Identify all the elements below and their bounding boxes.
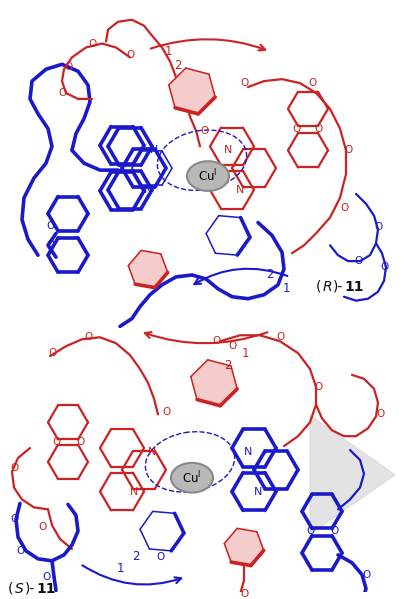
Text: N: N	[244, 447, 252, 457]
Text: N: N	[224, 146, 232, 155]
Text: O: O	[58, 88, 66, 98]
Text: 11: 11	[344, 280, 364, 294]
Text: O: O	[306, 526, 314, 536]
Text: O: O	[10, 463, 18, 473]
Text: O: O	[330, 526, 338, 536]
Text: O: O	[374, 222, 382, 232]
Text: N: N	[130, 486, 138, 497]
Text: $R$: $R$	[322, 280, 332, 294]
Text: N: N	[236, 185, 244, 195]
Text: O: O	[88, 38, 96, 49]
Polygon shape	[191, 360, 237, 406]
Text: O: O	[156, 552, 164, 562]
Text: 1: 1	[116, 562, 124, 575]
Text: N: N	[254, 486, 262, 497]
Text: O: O	[64, 62, 72, 72]
Text: 11: 11	[36, 582, 56, 595]
Text: O: O	[276, 332, 284, 342]
Text: O: O	[362, 570, 370, 580]
Text: 1: 1	[282, 282, 290, 295]
Text: 1: 1	[164, 45, 172, 58]
Text: 2: 2	[266, 268, 274, 282]
FancyArrowPatch shape	[151, 40, 265, 50]
Text: O: O	[376, 410, 384, 419]
Polygon shape	[100, 126, 144, 164]
Text: O: O	[84, 332, 92, 342]
Text: O: O	[340, 202, 348, 213]
Polygon shape	[232, 149, 276, 187]
Text: O: O	[162, 407, 170, 418]
Polygon shape	[128, 250, 168, 288]
Text: O: O	[126, 50, 134, 60]
Text: O: O	[314, 123, 322, 134]
Text: O: O	[48, 348, 56, 358]
Polygon shape	[232, 429, 276, 467]
Text: O: O	[46, 240, 54, 250]
Text: O: O	[52, 437, 60, 447]
Ellipse shape	[187, 161, 229, 191]
Text: O: O	[10, 515, 18, 524]
Text: O: O	[228, 341, 236, 351]
Text: 1: 1	[241, 347, 249, 359]
Polygon shape	[169, 68, 215, 114]
Text: O: O	[240, 78, 248, 88]
Text: O: O	[344, 146, 352, 155]
Polygon shape	[122, 149, 166, 187]
Text: 2: 2	[224, 359, 232, 373]
Text: O: O	[314, 382, 322, 392]
Text: O: O	[354, 256, 362, 266]
Polygon shape	[100, 429, 144, 467]
Text: O: O	[380, 262, 388, 272]
Text: O: O	[46, 220, 54, 231]
Text: O: O	[16, 546, 24, 556]
Polygon shape	[122, 451, 166, 489]
Polygon shape	[232, 473, 276, 510]
Ellipse shape	[171, 463, 213, 492]
Text: Cu$^{\rm I}$: Cu$^{\rm I}$	[182, 470, 202, 486]
Text: N: N	[148, 447, 156, 457]
Text: 2: 2	[174, 59, 182, 72]
Polygon shape	[206, 216, 250, 255]
Polygon shape	[100, 172, 144, 210]
Polygon shape	[210, 128, 254, 165]
Text: Cu$^{\rm I}$: Cu$^{\rm I}$	[198, 168, 217, 184]
Text: O: O	[292, 123, 300, 134]
Text: 2: 2	[132, 550, 140, 563]
Text: $S$: $S$	[14, 582, 24, 595]
Text: N: N	[144, 185, 152, 195]
Polygon shape	[254, 451, 298, 489]
Text: O: O	[200, 126, 208, 135]
Text: N: N	[150, 146, 158, 155]
Text: )-: )-	[25, 582, 35, 595]
Text: O: O	[240, 589, 248, 599]
Text: O: O	[308, 78, 316, 88]
Polygon shape	[210, 171, 254, 208]
FancyArrowPatch shape	[82, 565, 181, 585]
Text: O: O	[38, 522, 46, 532]
Polygon shape	[310, 416, 395, 534]
Text: )-: )-	[333, 280, 343, 294]
Polygon shape	[140, 512, 184, 551]
Polygon shape	[224, 528, 264, 565]
FancyArrowPatch shape	[194, 269, 288, 284]
Text: O: O	[42, 571, 50, 582]
Text: O: O	[212, 336, 220, 346]
Text: (: (	[316, 280, 322, 294]
Text: (: (	[8, 582, 14, 595]
Polygon shape	[100, 473, 144, 510]
FancyArrowPatch shape	[145, 332, 267, 343]
Text: O: O	[76, 437, 84, 447]
